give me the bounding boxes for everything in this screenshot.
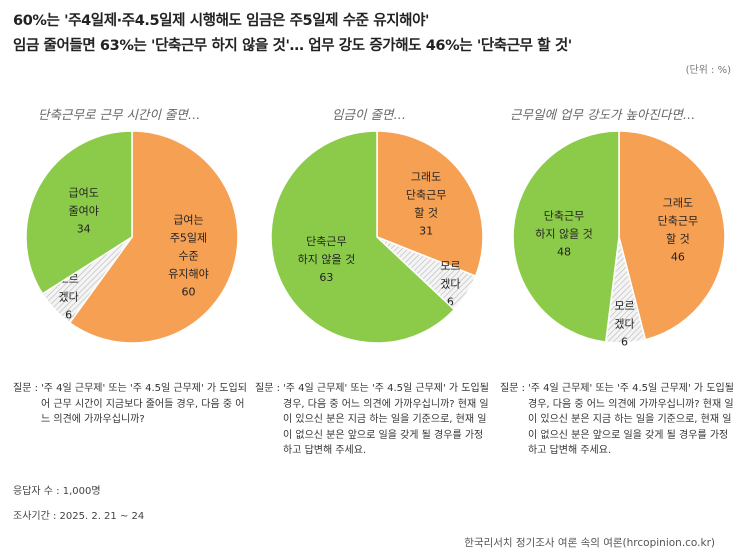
pie-slice-3: [512, 130, 620, 343]
slice-label-line: 하지 않을 것: [535, 227, 593, 241]
title-line-1: 60%는 '주4일제·주4.5일제 시행해도 임금은 주5일제 수준 유지해야': [13, 13, 430, 29]
question-text: '주 4일 근무제' 또는 '주 4.5일 근무제' 가 도입될 경우, 다음 …: [283, 383, 489, 456]
slice-value: 60: [182, 285, 196, 298]
question-text: '주 4일 근무제' 또는 '주 4.5일 근무제' 가 도입될 경우, 다음 …: [528, 383, 734, 456]
slice-label-line: 급여는: [173, 213, 203, 226]
slice-value: 48: [557, 246, 571, 259]
pie-slice-1: [376, 130, 484, 277]
slice-label-line: 단축근무: [544, 210, 584, 223]
slice-label-line: 겠다: [614, 318, 634, 331]
slice-label-line: 주5일제: [170, 230, 207, 244]
slice-value: 46: [671, 251, 685, 264]
slice-label-line: 급여도: [69, 186, 99, 199]
survey-period: 조사기간 : 2025. 2. 21 ~ 24: [13, 511, 145, 522]
slice-label-line: 그래도: [411, 171, 441, 184]
question-key: 질문 :: [500, 383, 525, 394]
pie-title-2: 임금이 줄면…: [332, 107, 406, 122]
slice-label-line: 겠다: [440, 278, 460, 291]
slice-label-line: 모르: [440, 260, 460, 273]
question-2: 질문 : '주 4일 근무제' 또는 '주 4.5일 근무제' 가 도입될 경우…: [255, 381, 490, 459]
title-line-2: 임금 줄어들면 63%는 '단축근무 하지 않을 것'… 업무 강도 증가해도 …: [13, 38, 572, 54]
question-3: 질문 : '주 4일 근무제' 또는 '주 4.5일 근무제' 가 도입될 경우…: [500, 381, 735, 459]
slice-value: 6: [65, 309, 72, 322]
slice-label-line: 할 것: [414, 207, 438, 220]
pie-slice-1: [618, 130, 726, 341]
slice-value: 6: [621, 336, 628, 349]
pie-title-3: 근무일에 업무 강도가 높아진다면…: [510, 107, 696, 122]
slice-label-line: 모르: [614, 300, 634, 313]
slice-value: 34: [77, 222, 91, 235]
slice-label-line: 단축근무: [406, 189, 446, 202]
slice-label-line: 할 것: [666, 233, 690, 246]
slice-label-line: 단축근무: [306, 235, 346, 248]
source-credit: 한국리서치 정기조사 여론 속의 여론(hrcopinion.co.kr): [464, 537, 715, 549]
pie-slice-1: [68, 130, 239, 344]
pie-slice-3: [270, 130, 456, 344]
pie-slice-3: [25, 130, 133, 295]
slice-label-line: 단축근무: [658, 215, 698, 228]
slice-label-line: 그래도: [663, 197, 693, 210]
slice-label-line: 유지해야: [168, 266, 208, 280]
question-key: 질문 :: [13, 383, 38, 394]
question-text: '주 4일 근무제' 또는 '주 4.5일 근무제' 가 도입되어 근무 시간이…: [41, 383, 247, 425]
slice-label-line: 수준: [178, 249, 198, 262]
respondent-count: 응답자 수 : 1,000명: [13, 486, 101, 497]
pie-title-1: 단축근무로 근무 시간이 줄면…: [38, 107, 201, 122]
slice-label-line: 하지 않을 것: [298, 252, 356, 266]
slice-label-line: 겠다: [58, 291, 78, 304]
question-key: 질문 :: [255, 383, 280, 394]
slice-value: 31: [419, 225, 433, 238]
slice-value: 63: [319, 271, 333, 284]
slice-value: 6: [447, 296, 454, 309]
question-1: 질문 : '주 4일 근무제' 또는 '주 4.5일 근무제' 가 도입되어 근…: [13, 381, 248, 428]
unit-label: (단위 : %): [685, 65, 731, 76]
slice-label-line: 줄여야: [69, 204, 99, 217]
